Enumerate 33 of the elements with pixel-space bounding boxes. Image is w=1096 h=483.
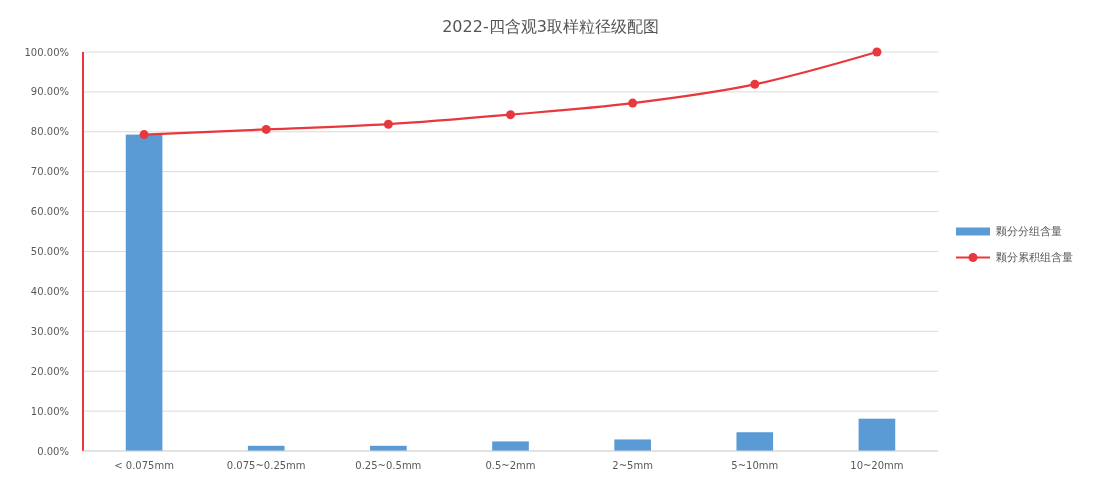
bar [614, 439, 651, 451]
y-tick-label: 40.00% [30, 285, 69, 297]
x-tick-label: 0.075~0.25mm [226, 460, 306, 471]
y-tick-label: 60.00% [30, 206, 69, 218]
legend-label: 颗分分组含量 [996, 225, 1062, 239]
y-tick-label: 90.00% [30, 86, 69, 98]
y-tick-label: 80.00% [30, 126, 69, 138]
x-tick-label: 5~10mm [731, 460, 779, 471]
x-tick-label: 0.25~0.5mm [355, 460, 422, 471]
bar [736, 432, 774, 451]
bar [492, 441, 529, 451]
x-tick-label: < 0.075mm [114, 460, 174, 471]
point [383, 119, 393, 129]
point [872, 47, 882, 57]
y-tick-label: 20.00% [30, 365, 69, 377]
y-tick-label: 50.00% [30, 246, 69, 257]
y-tick-label: 70.00% [30, 166, 69, 178]
y-tick-label: 100.00% [24, 46, 69, 58]
y-tick-label: 30.00% [30, 325, 69, 337]
point [139, 130, 149, 140]
x-tick-label: 0.5~2mm [485, 460, 536, 471]
chart-title: 2022-四含观3取样粒径级配图 [442, 17, 659, 36]
point [628, 98, 638, 108]
point [261, 124, 271, 134]
point [750, 79, 760, 89]
point [506, 110, 515, 120]
x-tick-label: 2~5mm [612, 460, 653, 471]
bar [125, 134, 163, 451]
y-tick-label: 10.00% [30, 405, 69, 417]
bar [858, 418, 896, 451]
legend-label: 颗分累积组含量 [996, 251, 1073, 265]
x-tick-label: 10~20mm [850, 460, 904, 471]
y-tick-label: 0.00% [37, 445, 69, 457]
